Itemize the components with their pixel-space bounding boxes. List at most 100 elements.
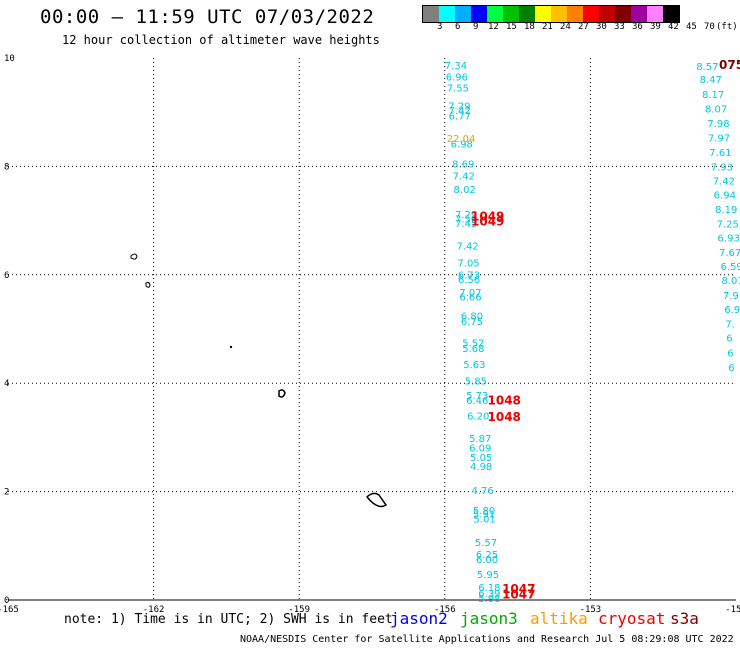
color-scale-swatch <box>615 6 631 22</box>
color-scale-swatch <box>551 6 567 22</box>
color-scale-swatch <box>647 6 663 22</box>
wave-height-label: 7.45 <box>455 219 477 230</box>
wave-height-label: 5.87 <box>469 434 491 445</box>
wave-height-label: 7.97 <box>708 134 730 145</box>
wave-height-label: 7.07 <box>459 288 481 299</box>
wave-height-label: 7.93 <box>711 162 733 173</box>
wave-height-label: 1048 <box>488 394 521 408</box>
legend-item-jason3: jason3 <box>460 609 518 628</box>
y-tick-label: 6 <box>4 271 9 281</box>
chart-subtitle: 12 hour collection of altimeter wave hei… <box>62 33 380 47</box>
legend-item-jason2: jason2 <box>390 609 448 628</box>
wave-height-label: 5.63 <box>463 360 485 371</box>
wave-height-label: 7.55 <box>447 83 469 94</box>
color-scale-label: 9 <box>473 22 479 32</box>
island-small-shape <box>229 345 233 349</box>
legend-item-cryosat: cryosat <box>598 609 666 628</box>
color-scale-swatch <box>455 6 471 22</box>
wave-height-label: 6.80 <box>461 311 483 322</box>
island-oahu-shape <box>145 281 151 288</box>
wave-height-label: 5.80 <box>473 506 495 517</box>
wave-height-label: 7.61 <box>709 148 731 159</box>
chart-title: 00:00 – 11:59 UTC 07/03/2022 <box>40 6 375 28</box>
wave-height-label: 1049 <box>471 209 504 223</box>
wave-height-label: 7.50 <box>455 214 477 225</box>
wave-height-label: 7.42 <box>456 242 478 253</box>
wave-height-label: 6.66 <box>459 292 481 303</box>
wave-height-label: 6.09 <box>469 444 491 455</box>
wave-height-label: 6.93 <box>718 233 740 244</box>
color-scale-label: 18 <box>524 22 535 32</box>
wave-height-label: 1047 <box>502 588 535 602</box>
wave-height-label: 5.52 <box>462 339 484 350</box>
color-scale-swatch <box>471 6 487 22</box>
wave-height-label: 1047 <box>502 582 535 596</box>
wave-height-label: 8.19 <box>715 205 737 216</box>
color-scale-label: 70 <box>704 22 715 32</box>
wave-height-label: 8.01 <box>721 276 740 287</box>
wave-height-label: 8.02 <box>454 185 476 196</box>
wave-height-label: 5.73 <box>466 391 488 402</box>
wave-height-label: 6 <box>726 334 732 345</box>
wave-height-label: 7.42 <box>453 172 475 183</box>
color-scale-label: 3 <box>437 22 443 32</box>
color-scale-label: 33 <box>614 22 625 32</box>
wave-height-label: 4.76 <box>471 486 493 497</box>
wave-height-label: 8.07 <box>705 104 727 115</box>
wave-height-label: 6.00 <box>476 555 498 566</box>
color-scale-label: 6 <box>455 22 461 32</box>
wave-height-label: 6.56 <box>458 275 480 286</box>
wave-height-label: 075 <box>719 58 740 72</box>
x-tick-label: -165 <box>0 605 19 615</box>
wave-height-label: 7.98 <box>707 119 729 130</box>
color-scale-labels: 3 6 9 12 15 18 21 24 27 30 33 36 39 42 45 70 (ft) <box>422 22 740 34</box>
color-scale-label: 30 <box>596 22 607 32</box>
color-scale-label: 36 <box>632 22 643 32</box>
x-tick-label: -159 <box>288 605 310 615</box>
y-tick-label: 2 <box>4 488 9 498</box>
color-scale-label: 21 <box>542 22 553 32</box>
credit-line: NOAA/NESDIS Center for Satellite Applica… <box>240 634 734 645</box>
color-scale-swatch <box>583 6 599 22</box>
wave-height-label: 6.9 <box>724 305 740 316</box>
wave-height-label: 5.05 <box>470 453 492 464</box>
island-kauai-shape <box>130 253 138 260</box>
wave-height-label: 6.59 <box>720 262 740 273</box>
wave-height-label: 7.05 <box>457 258 479 269</box>
wave-height-label: 7.42 <box>713 176 735 187</box>
color-scale-swatch <box>487 6 503 22</box>
wave-height-label: 5.91 <box>473 509 495 520</box>
y-tick-label: 8 <box>4 162 9 172</box>
color-scale-swatch <box>599 6 615 22</box>
island-maui-shape <box>278 389 286 398</box>
wave-height-label: 6.77 <box>449 111 471 122</box>
color-scale-bar <box>422 5 680 23</box>
wave-height-label: 6.20 <box>467 412 489 423</box>
wave-height-label: 8.17 <box>702 90 724 101</box>
wave-height-label: 7.9 <box>723 291 739 302</box>
wave-height-label: 6.73 <box>458 270 480 281</box>
wave-height-label: 8.69 <box>452 160 474 171</box>
wave-height-label: 6 <box>727 348 733 359</box>
wave-height-label: 8.47 <box>700 75 722 86</box>
wave-height-label: 6.46 <box>466 396 488 407</box>
wave-height-label: 6.96 <box>446 72 468 83</box>
color-scale-swatch <box>519 6 535 22</box>
island-hawaii-shape <box>365 492 388 508</box>
units-note: note: 1) Time is in UTC; 2) SWH is in fe… <box>64 612 393 627</box>
wave-height-label: 7.25 <box>717 219 739 230</box>
color-scale-label: 42 <box>668 22 679 32</box>
wave-height-label: 5.95 <box>477 570 499 581</box>
legend-item-altika: altika <box>530 609 588 628</box>
wave-height-label: 7.42 <box>449 106 471 117</box>
wave-height-label: 7.34 <box>445 61 467 72</box>
x-tick-label: -156 <box>434 605 456 615</box>
color-scale-swatch <box>535 6 551 22</box>
wave-height-label: 4.98 <box>470 462 492 473</box>
color-scale-swatch <box>439 6 455 22</box>
x-tick-label: -162 <box>143 605 165 615</box>
legend-item-s3a: s3a <box>670 609 699 628</box>
wave-height-label: 6.94 <box>714 191 736 202</box>
y-tick-label: 0 <box>4 596 9 606</box>
